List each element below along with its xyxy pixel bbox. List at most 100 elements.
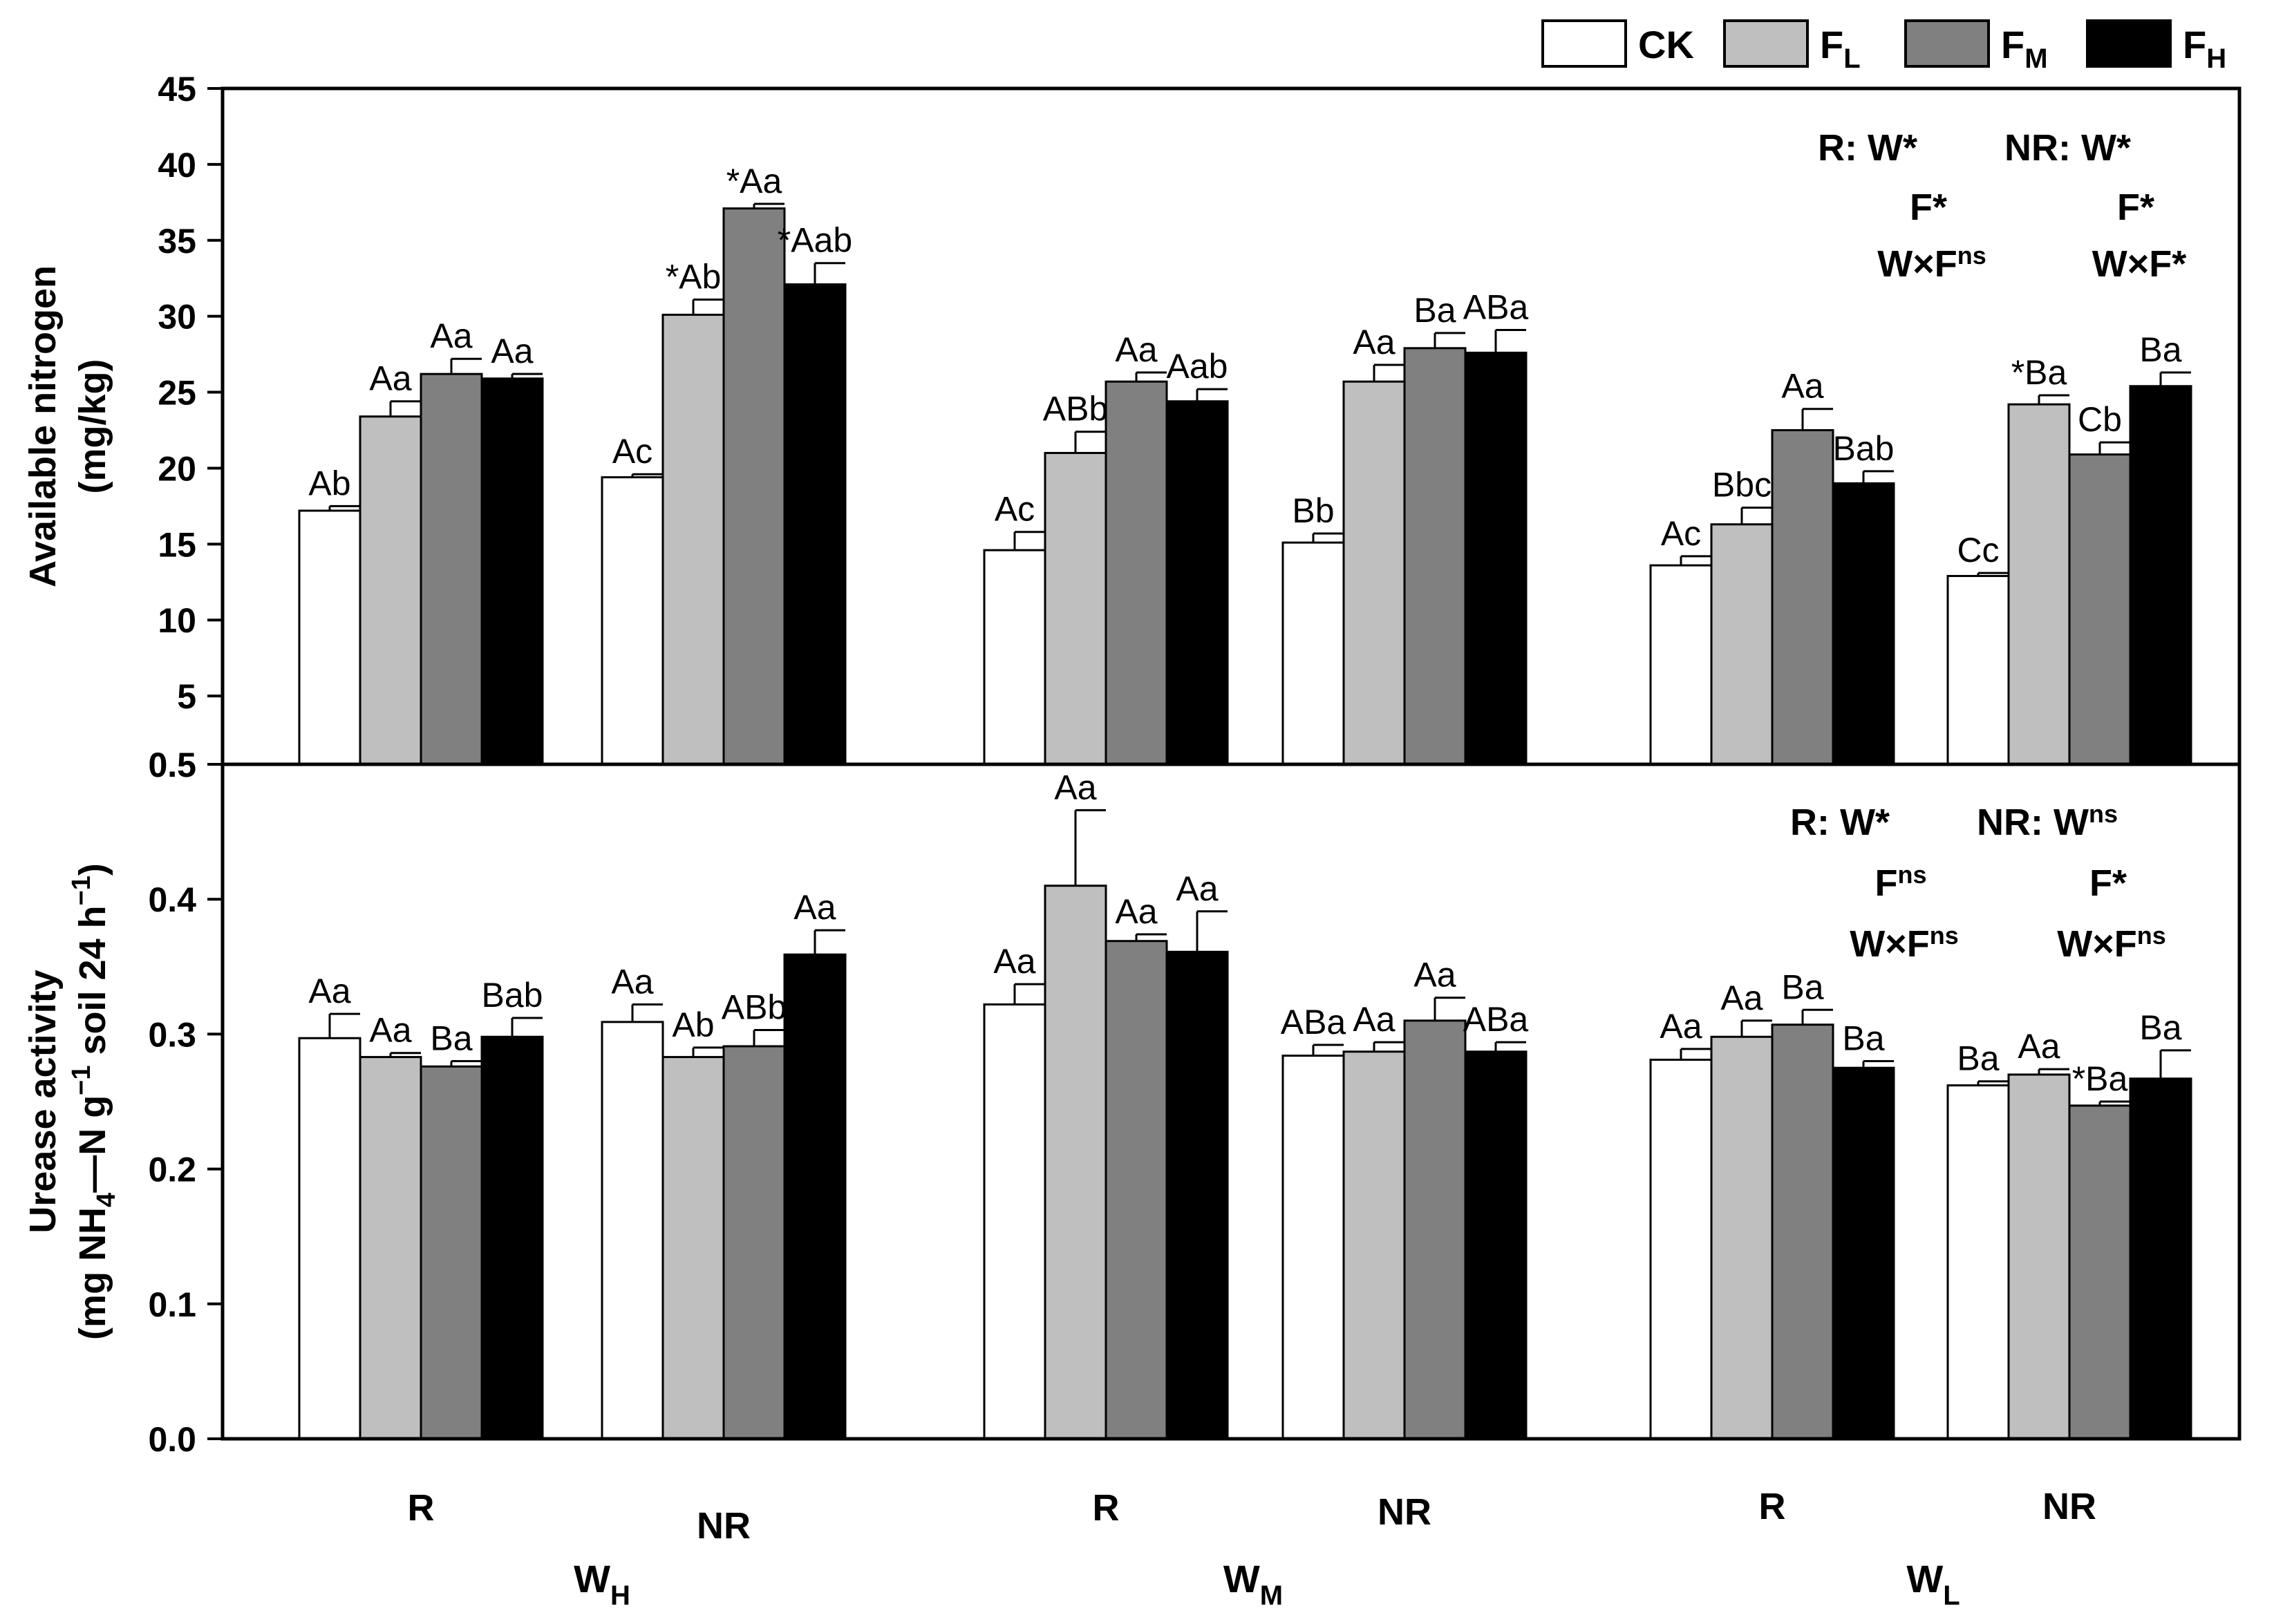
legend-label-main: F	[2001, 23, 2024, 66]
bar-top-ck-2	[983, 549, 1046, 766]
category-label-1: NR	[697, 1505, 751, 1547]
stats-line: W×Fns	[2057, 921, 2166, 965]
group-label-sub: H	[610, 1580, 630, 1611]
y-tick-label-top: 40	[158, 146, 196, 185]
y-axis-label-part: —N g	[72, 1095, 113, 1193]
data-label-top-fh-1: *Aab	[778, 221, 852, 260]
data-label-top-fl-0: Aa	[369, 359, 411, 398]
legend-label-main: F	[1820, 23, 1843, 66]
data-label-top-fl-4: Bbc	[1712, 466, 1772, 504]
legend-label-sub: L	[1843, 44, 1860, 74]
data-label-top-fm-5: Cb	[2078, 400, 2122, 439]
bar-bottom-fh-4	[1832, 1066, 1895, 1440]
bar-top-fh-4	[1832, 482, 1895, 766]
stats-sig: *	[2116, 127, 2131, 169]
bar-bottom-fm-5	[2068, 1104, 2132, 1440]
data-label-top-fm-3: Ba	[1413, 291, 1456, 330]
stats-term: W	[1840, 802, 1875, 843]
bar-bottom-ck-1	[601, 1021, 664, 1440]
category-label-0: R	[408, 1487, 435, 1529]
category-label-2: R	[1093, 1487, 1120, 1529]
group-label-main: W	[574, 1557, 610, 1601]
stats-prefix: NR:	[2004, 127, 2081, 169]
stats-term: W	[2054, 802, 2089, 843]
bar-top-fm-0	[420, 372, 483, 766]
bar-bottom-fl-2	[1044, 885, 1107, 1440]
data-label-top-fh-2: Aab	[1167, 347, 1228, 386]
bar-top-fl-1	[661, 313, 725, 766]
stats-sig: *	[1903, 127, 1917, 169]
stats-prefix: R:	[1818, 127, 1868, 169]
stats-term: F	[1874, 862, 1897, 904]
group-label-main: W	[1223, 1557, 1260, 1601]
data-label-bottom-fl-4: Aa	[1720, 979, 1763, 1017]
group-label-0: WH	[574, 1557, 630, 1611]
data-label-top-fm-1: *Aa	[726, 162, 782, 200]
stats-sig: ns	[1930, 921, 1959, 950]
stats-term: W	[2081, 127, 2116, 169]
data-label-top-fh-5: Ba	[2139, 330, 2181, 369]
group-label-main: W	[1906, 1557, 1943, 1601]
bar-top-fm-3	[1403, 347, 1467, 766]
stats-term: W×F	[2092, 243, 2172, 285]
legend-item-fm: FM	[1904, 19, 2048, 74]
data-label-bottom-ck-1: Aa	[611, 962, 653, 1001]
data-label-top-fh-0: Aa	[491, 332, 533, 370]
data-label-top-ck-1: Ac	[612, 432, 652, 471]
y-tick-label-top: 35	[158, 222, 196, 261]
data-label-bottom-ck-2: Aa	[993, 942, 1035, 981]
y-tick-label-top: 25	[158, 374, 196, 413]
y-axis-label-part: −1	[67, 876, 96, 905]
bar-top-fh-2	[1165, 400, 1229, 766]
y-axis-label-bottom: Urease activity(mg NH4—N g−1 soil 24 h−1…	[22, 863, 121, 1340]
data-label-bottom-fm-1: ABb	[722, 988, 787, 1027]
bar-top-ck-1	[601, 476, 664, 766]
bar-top-ck-3	[1281, 541, 1345, 766]
y-axis-label-part: (mg NH	[72, 1207, 113, 1340]
bar-top-fl-0	[359, 415, 422, 766]
stats-line: F*	[1910, 187, 1947, 228]
data-label-bottom-fm-3: Aa	[1413, 956, 1456, 994]
stats-term: W	[1868, 127, 1903, 169]
bar-top-fl-5	[2007, 403, 2071, 766]
legend-label-ck: CK	[1638, 23, 1694, 66]
bar-bottom-fm-2	[1105, 940, 1168, 1440]
bar-top-fl-4	[1710, 523, 1774, 766]
y-axis-label-top: Available nitrogen (mg/kg)	[22, 265, 113, 587]
legend-label-sub: H	[2206, 44, 2226, 74]
stats-line: W×Fns	[1850, 921, 1959, 965]
legend-item-ck: CK	[1541, 19, 1694, 68]
data-label-bottom-ck-3: ABa	[1281, 1003, 1346, 1041]
stats-line: R: W*	[1790, 802, 1890, 843]
data-label-bottom-fl-1: Ab	[672, 1005, 714, 1044]
bar-bottom-fm-3	[1403, 1019, 1467, 1440]
category-label-4: R	[1759, 1486, 1786, 1527]
data-label-bottom-fh-5: Ba	[2139, 1008, 2181, 1047]
stats-line: Fns	[1874, 860, 1926, 904]
stats-line: F*	[2117, 187, 2154, 228]
stats-sig: *	[2140, 187, 2154, 228]
stats-line: NR: W*	[2004, 127, 2131, 169]
stats-term: W×F	[2057, 923, 2137, 965]
legend-label-main: CK	[1638, 23, 1694, 66]
bar-top-fm-5	[2068, 453, 2132, 766]
legend-label-main: F	[2183, 23, 2206, 66]
data-label-top-ck-5: Cc	[1957, 531, 1999, 569]
stats-sig: ns	[1957, 241, 1986, 270]
y-tick-label-bottom: 0.3	[148, 1015, 196, 1054]
bar-bottom-fh-2	[1165, 950, 1229, 1440]
bar-bottom-ck-5	[1946, 1084, 2010, 1440]
data-label-top-fl-3: Aa	[1353, 323, 1395, 361]
group-label-1: WM	[1223, 1557, 1283, 1611]
stats-line: F*	[2089, 862, 2127, 904]
data-label-top-fm-4: Aa	[1781, 367, 1823, 406]
stats-sig: ns	[2089, 800, 2118, 828]
bar-bottom-fl-1	[661, 1056, 725, 1440]
group-label-sub: L	[1943, 1580, 1960, 1611]
stats-term: F	[2117, 187, 2140, 228]
bar-top-ck-4	[1649, 564, 1713, 766]
legend-swatch-fl	[1723, 19, 1809, 68]
